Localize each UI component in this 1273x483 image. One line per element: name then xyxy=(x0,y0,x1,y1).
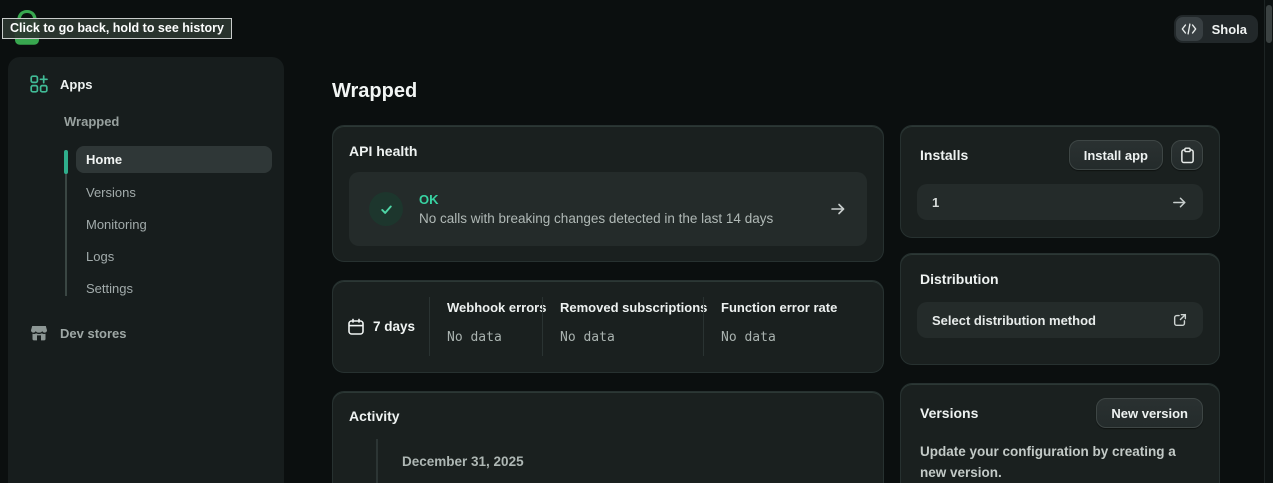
timeline-line xyxy=(376,439,378,483)
date-range-selector[interactable]: 7 days xyxy=(333,281,429,372)
sidebar-item-home[interactable]: Home xyxy=(76,146,272,173)
sidebar-item-versions[interactable]: Versions xyxy=(86,184,136,200)
api-status-label: OK xyxy=(419,192,439,207)
distribution-card: Distribution Select distribution method xyxy=(900,253,1220,365)
divider xyxy=(703,297,704,356)
api-health-card: API health OK No calls with breaking cha… xyxy=(332,125,884,262)
active-indicator xyxy=(63,150,68,174)
sidebar-item-apps[interactable]: Apps xyxy=(30,57,284,93)
scrollbar-thumb[interactable] xyxy=(1266,5,1272,43)
page-scrollbar[interactable] xyxy=(1264,0,1273,483)
metric-value: No data xyxy=(447,330,502,345)
sidebar-app-name: Wrapped xyxy=(64,114,120,129)
metric-label: Removed subscriptions xyxy=(560,300,708,315)
storefront-icon xyxy=(31,326,47,341)
arrow-right-icon xyxy=(1171,194,1188,211)
sidebar: Apps Wrapped Home Versions Monitoring Lo… xyxy=(8,57,284,483)
external-link-icon xyxy=(1172,312,1188,328)
date-range-label: 7 days xyxy=(372,319,416,334)
activity-timeline: December 31, 2025 xyxy=(349,437,867,483)
page-title: Wrapped xyxy=(332,80,418,102)
user-name: Shola xyxy=(1211,21,1247,37)
metric-removed-subscriptions: Removed subscriptions No data xyxy=(543,281,708,372)
installs-title: Installs xyxy=(920,147,969,163)
activity-date: December 31, 2025 xyxy=(402,454,524,469)
installs-count: 1 xyxy=(932,194,940,210)
clipboard-icon xyxy=(1180,146,1194,163)
api-status-description: No calls with breaking changes detected … xyxy=(419,211,774,226)
tree-connector-line xyxy=(65,150,67,296)
installs-count-row[interactable]: 1 xyxy=(917,184,1203,220)
sidebar-apps-label: Apps xyxy=(60,76,93,92)
dev-mode-badge xyxy=(1175,17,1203,41)
arrow-right-icon xyxy=(829,200,847,218)
metric-label: Webhook errors xyxy=(447,300,547,315)
sidebar-item-dev-stores[interactable]: Dev stores xyxy=(30,324,284,342)
divider xyxy=(429,297,430,356)
user-menu-button[interactable]: Shola xyxy=(1173,15,1258,43)
copy-install-link-button[interactable] xyxy=(1171,140,1203,170)
distribution-method-label: Select distribution method xyxy=(932,312,1096,328)
api-health-status-row[interactable]: OK No calls with breaking changes detect… xyxy=(349,172,867,246)
sidebar-item-monitoring[interactable]: Monitoring xyxy=(86,216,147,232)
versions-title: Versions xyxy=(920,405,979,421)
versions-description: Update your configuration by creating a … xyxy=(920,444,1176,480)
metric-value: No data xyxy=(721,330,776,345)
versions-card: Versions New version Update your configu… xyxy=(900,383,1220,483)
metric-webhook-errors: Webhook errors No data xyxy=(430,281,547,372)
metric-function-error-rate: Function error rate No data xyxy=(704,281,883,372)
metrics-card: 7 days Webhook errors No data Removed su… xyxy=(332,280,884,373)
code-icon xyxy=(1181,23,1197,35)
apps-grid-icon xyxy=(30,75,48,93)
history-tooltip: Click to go back, hold to see history xyxy=(2,18,232,39)
metric-value: No data xyxy=(560,330,615,345)
status-ok-badge xyxy=(369,192,403,226)
install-app-button[interactable]: Install app xyxy=(1068,140,1163,170)
select-distribution-method[interactable]: Select distribution method xyxy=(917,302,1203,338)
sidebar-item-logs[interactable]: Logs xyxy=(86,248,115,264)
sidebar-item-settings[interactable]: Settings xyxy=(86,280,133,296)
new-version-button[interactable]: New version xyxy=(1096,398,1203,428)
activity-title: Activity xyxy=(349,408,400,424)
divider xyxy=(542,297,543,356)
distribution-title: Distribution xyxy=(920,271,999,287)
sidebar-dev-stores-label: Dev stores xyxy=(60,325,127,341)
activity-card: Activity December 31, 2025 xyxy=(332,391,884,483)
metric-label: Function error rate xyxy=(721,300,838,315)
sidebar-app-nav: Home Versions Monitoring Logs Settings xyxy=(8,146,284,304)
api-health-title: API health xyxy=(349,143,418,159)
calendar-icon xyxy=(348,318,364,335)
installs-card: Installs Install app 1 xyxy=(900,125,1220,238)
check-icon xyxy=(380,205,392,214)
